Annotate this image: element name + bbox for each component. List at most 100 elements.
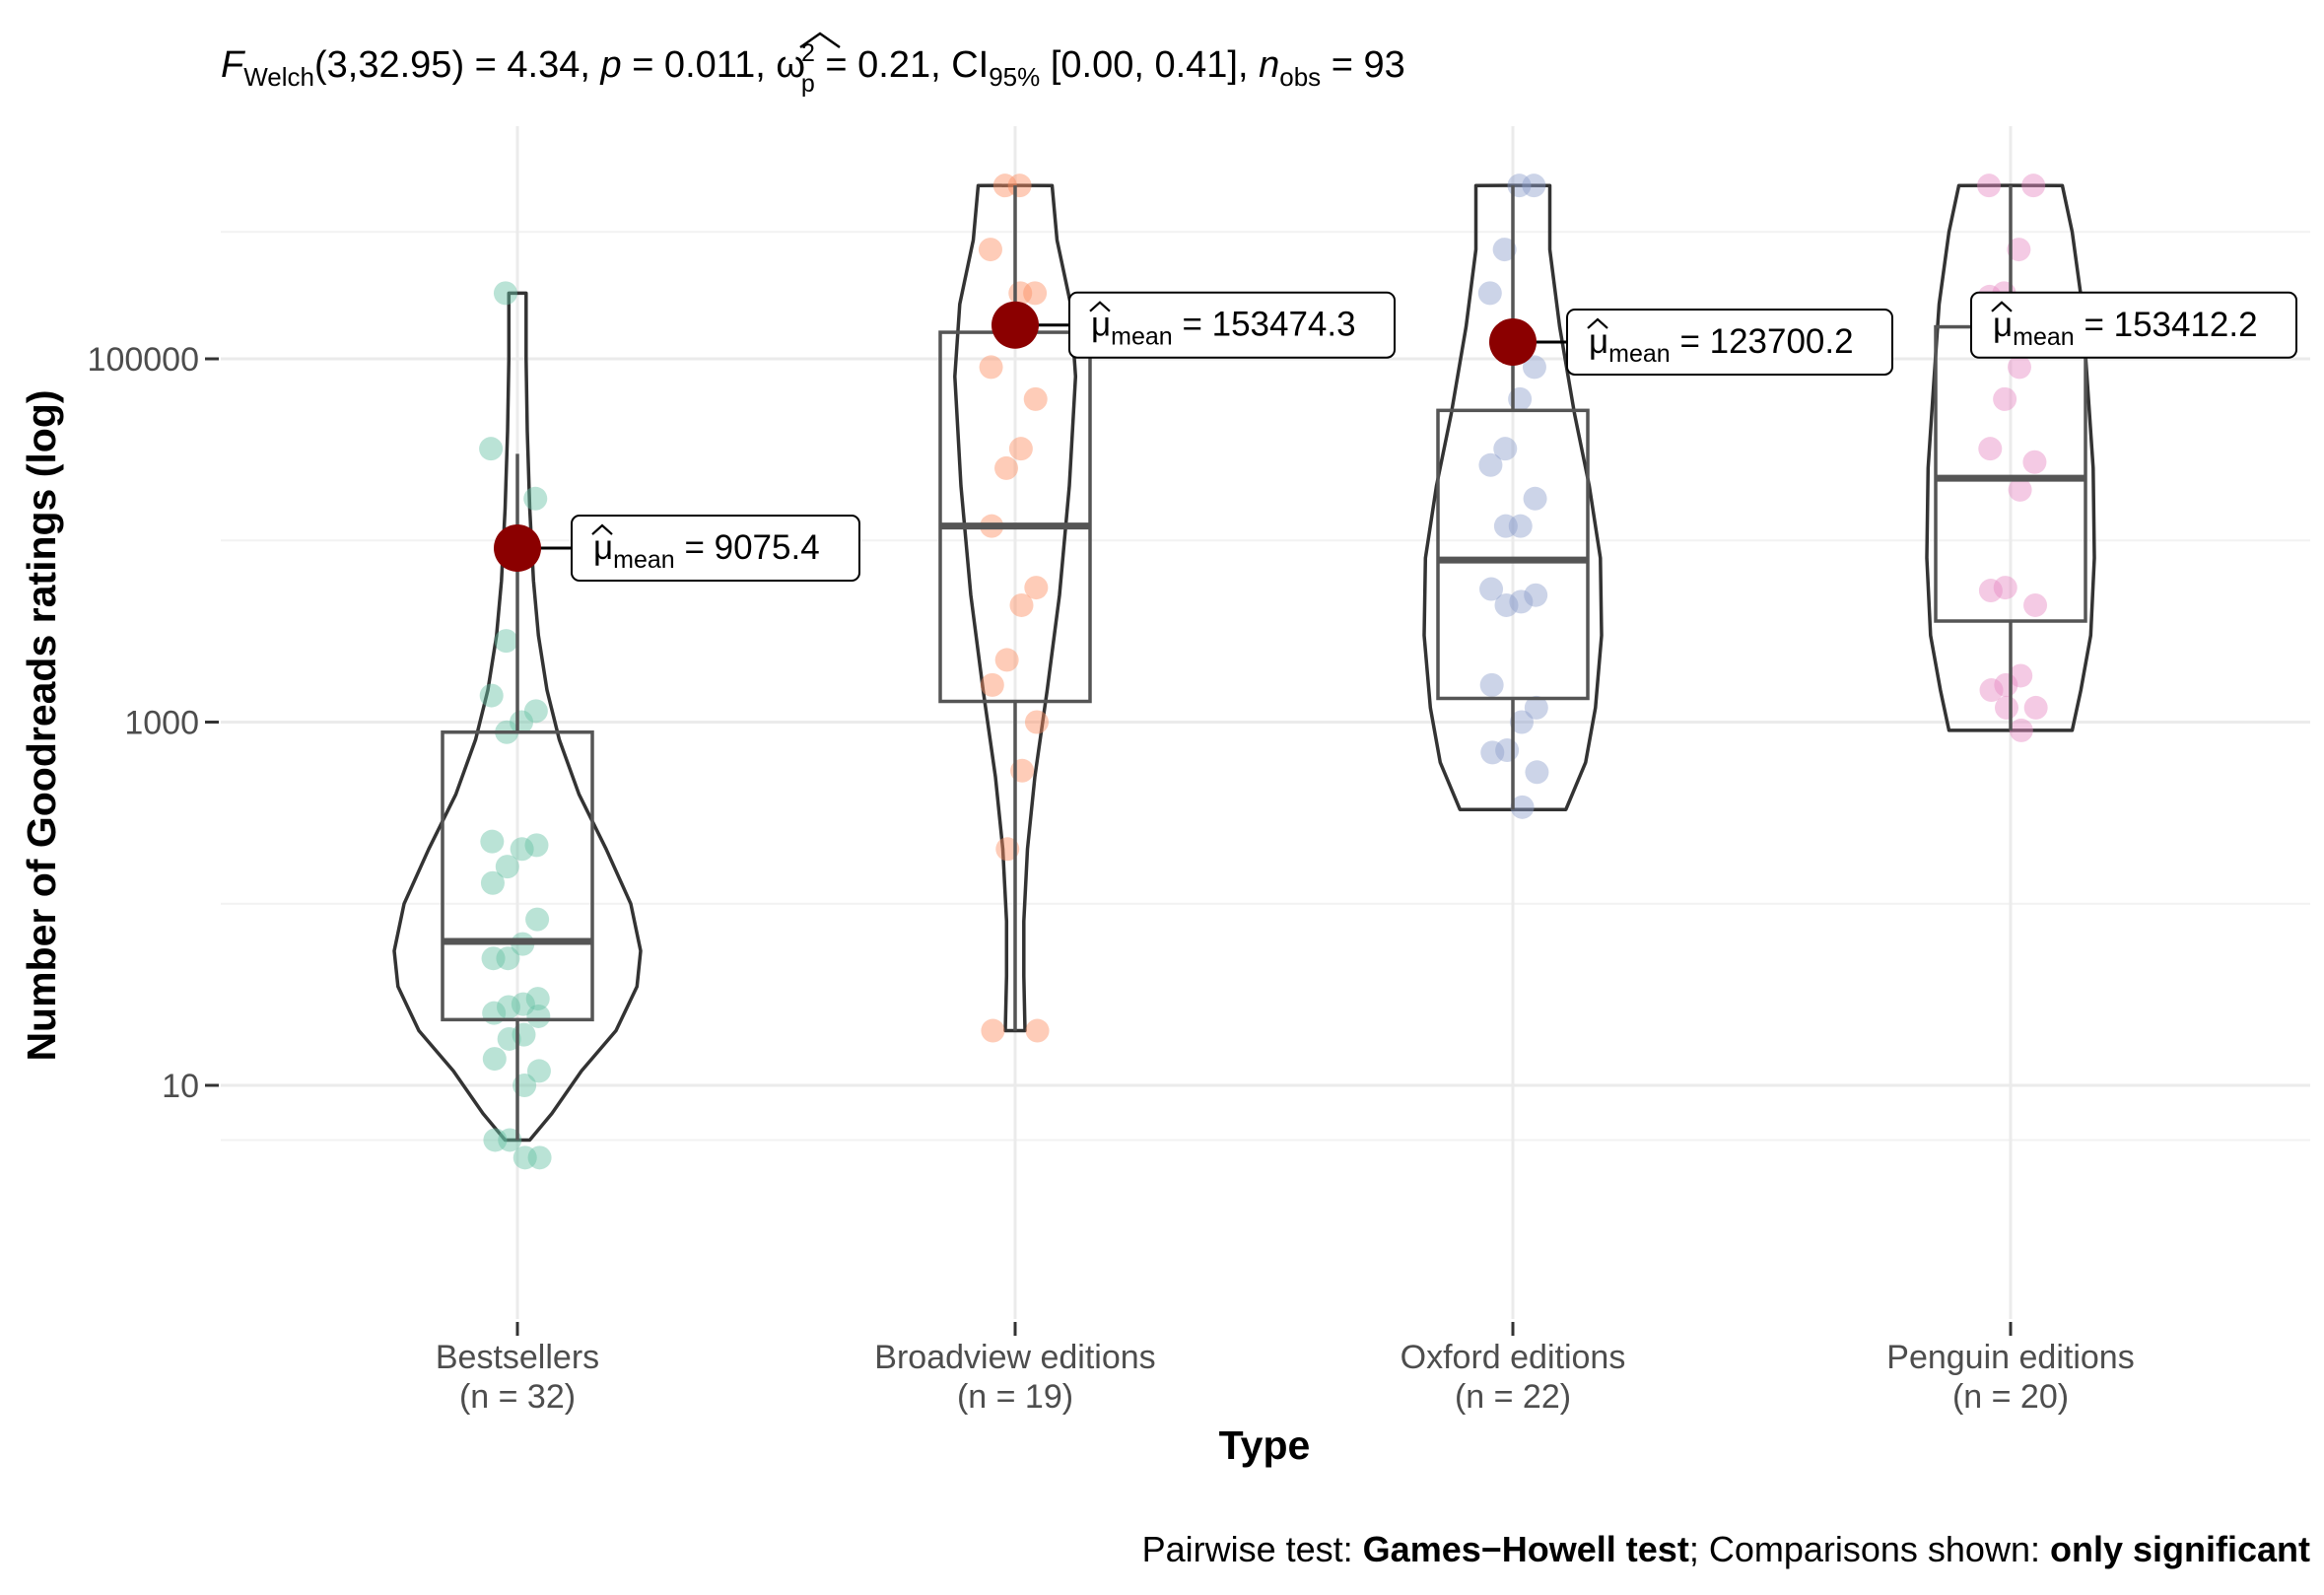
caption-test: Games−Howell test (1363, 1529, 1689, 1569)
data-point-bestsellers (524, 833, 549, 858)
data-point-broadview-editions (1025, 1018, 1050, 1043)
data-point-oxford-editions (1477, 281, 1502, 306)
data-point-bestsellers (526, 1059, 551, 1083)
data-point-bestsellers (497, 1026, 521, 1051)
mean-label-broadview-editions: μmean = 153474.3 (1091, 306, 1356, 351)
points-layer (479, 173, 2048, 1170)
title-stat-value: = 4.34, (475, 44, 590, 86)
x-tick-count-broadview-editions: (n = 19) (957, 1378, 1073, 1416)
title-n-subscript: obs (1279, 62, 1321, 92)
data-point-penguin-editions (1978, 579, 2003, 603)
mean-label-box-broadview-editions (1068, 291, 1396, 359)
data-point-bestsellers (526, 1004, 551, 1028)
data-point-bestsellers (479, 437, 504, 461)
x-tick-label-oxford-editions: Oxford editions (1401, 1339, 1626, 1376)
data-point-oxford-editions (1493, 514, 1518, 538)
data-point-oxford-editions (1523, 486, 1547, 511)
data-point-bestsellers (523, 699, 548, 724)
title-effect-symbol: ω (776, 44, 805, 86)
title-stat-symbol: F (221, 44, 245, 86)
data-point-penguin-editions (1994, 695, 2018, 720)
mean-label-box-oxford-editions (1566, 308, 1893, 376)
data-point-broadview-editions (980, 672, 1004, 697)
x-axis-title: Type (1219, 1422, 1311, 1468)
data-point-bestsellers (480, 870, 505, 895)
violin-bestsellers (392, 291, 643, 1143)
mean-label-subscript: mean (613, 546, 675, 574)
data-point-penguin-editions (2023, 695, 2048, 720)
mean-label-symbol: μ (1589, 322, 1608, 361)
mean-label-oxford-editions: μmean = 123700.2 (1589, 322, 1854, 368)
data-point-oxford-editions (1479, 672, 1504, 697)
x-tick-label-penguin-editions: Penguin editions (1886, 1339, 2134, 1376)
mean-label-value: = 9075.4 (675, 528, 820, 567)
x-tick-label-broadview-editions: Broadview editions (874, 1339, 1155, 1376)
data-point-oxford-editions (1507, 173, 1532, 198)
data-point-oxford-editions (1510, 795, 1535, 819)
x-tick-count-penguin-editions: (n = 20) (1952, 1378, 2069, 1416)
mean-point-oxford-editions (1489, 317, 1537, 366)
mean-label-subscript: mean (1608, 340, 1671, 368)
data-point-oxford-editions (1525, 760, 1549, 785)
mean-label-subscript: mean (2013, 323, 2075, 351)
x-tick-count-oxford-editions: (n = 22) (1455, 1378, 1571, 1416)
data-point-penguin-editions (1979, 678, 2004, 703)
mean-label-symbol: μ (1091, 306, 1111, 344)
axes-layer: 10 1000 100000 Bestsellers(n = 32) Broadview… (88, 341, 2135, 1416)
data-point-oxford-editions (1522, 355, 1546, 380)
title-omega-hat (799, 32, 841, 49)
data-point-bestsellers (511, 992, 535, 1016)
data-point-bestsellers (523, 486, 548, 511)
mean-label-value: = 153412.2 (2075, 306, 2258, 344)
data-point-oxford-editions (1524, 695, 1548, 720)
data-point-bestsellers (527, 1145, 552, 1170)
data-point-penguin-editions (1978, 437, 2003, 461)
data-point-penguin-editions (2007, 238, 2031, 262)
data-point-bestsellers (480, 829, 505, 854)
y-tick-label: 1000 (124, 705, 199, 742)
data-point-broadview-editions (992, 173, 1017, 198)
title-p-value: = 0.011, (632, 44, 766, 86)
box-bestsellers (441, 729, 594, 1022)
caption: Pairwise test: Games−Howell test; Compar… (1142, 1529, 2310, 1569)
mean-point-broadview-editions (991, 301, 1039, 349)
data-point-bestsellers (513, 1145, 537, 1170)
title-ci-value: [0.00, 0.41], (1051, 44, 1249, 86)
data-point-penguin-editions (2021, 173, 2046, 198)
data-point-penguin-editions (2007, 355, 2031, 380)
mean-label-box-bestsellers (571, 515, 860, 583)
mean-point-bestsellers (494, 524, 541, 573)
caption-middle: ; Comparisons shown: (1689, 1529, 2050, 1569)
data-point-oxford-editions (1522, 173, 1546, 198)
title-effect-superscript: 2 (801, 39, 815, 67)
data-point-oxford-editions (1508, 514, 1533, 538)
data-point-penguin-editions (1977, 173, 2002, 198)
data-point-bestsellers (481, 946, 506, 971)
title-p-symbol: p (599, 44, 621, 86)
data-point-bestsellers (483, 1128, 508, 1152)
mean-label-value: = 123700.2 (1671, 322, 1854, 361)
title-effect-value: = 0.21, CI (825, 44, 989, 86)
title-stat-subscript: Welch (243, 62, 314, 92)
data-point-broadview-editions (979, 355, 1003, 380)
data-point-broadview-editions (994, 648, 1019, 672)
x-tick-count-bestsellers: (n = 32) (459, 1378, 576, 1416)
data-point-oxford-editions (1493, 437, 1518, 461)
box-oxford-editions (1436, 408, 1590, 701)
data-point-oxford-editions (1524, 583, 1548, 607)
data-point-broadview-editions (1008, 281, 1033, 306)
data-point-oxford-editions (1494, 592, 1519, 617)
title-n-symbol: n (1259, 44, 1279, 86)
data-point-broadview-editions (994, 455, 1019, 480)
data-point-bestsellers (510, 837, 534, 862)
data-point-broadview-editions (1023, 386, 1048, 411)
data-point-penguin-editions (2022, 450, 2047, 474)
caption-prefix: Pairwise test: (1142, 1529, 1363, 1569)
data-point-bestsellers (496, 946, 520, 971)
data-point-bestsellers (497, 995, 521, 1019)
data-point-bestsellers (493, 281, 517, 306)
data-point-broadview-editions (981, 1018, 1005, 1043)
data-point-penguin-editions (1993, 386, 2017, 411)
data-point-oxford-editions (1479, 577, 1504, 601)
